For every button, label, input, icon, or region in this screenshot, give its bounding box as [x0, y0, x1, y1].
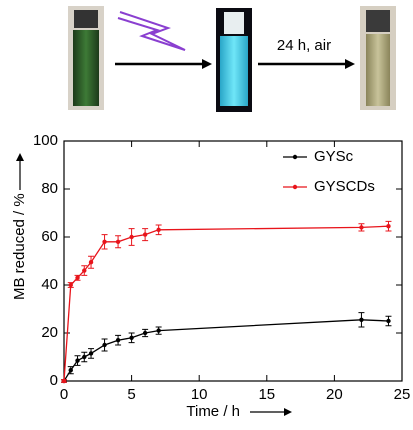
- y-tick-label: 60: [41, 228, 58, 245]
- plot-frame: [63, 140, 403, 382]
- axis-arrow-head: [16, 153, 24, 161]
- data-point: [115, 239, 121, 244]
- data-point: [68, 368, 73, 373]
- data-point: [386, 224, 391, 229]
- vial-blue: [220, 36, 248, 106]
- step-label: 24 h, air: [277, 37, 331, 54]
- scheme: 24 h, air: [68, 6, 396, 112]
- axis-arrow-head: [284, 408, 292, 416]
- y-tick-label: 100: [33, 132, 58, 149]
- data-point: [115, 338, 121, 343]
- light-bolt: [117, 11, 186, 51]
- y-tick-label: 40: [41, 276, 58, 293]
- data-point: [75, 358, 80, 363]
- legend-label: GYSCDs: [314, 178, 375, 195]
- data-point: [142, 232, 148, 237]
- vial-green: [73, 30, 99, 106]
- data-point: [102, 239, 107, 244]
- x-tick-label: 5: [127, 386, 135, 403]
- vial-yellow: [366, 34, 390, 106]
- vial-cap: [74, 10, 98, 28]
- y-tick-label: 80: [41, 180, 58, 197]
- data-point: [102, 342, 107, 348]
- data-point: [88, 351, 94, 356]
- x-tick-label: 10: [191, 386, 208, 403]
- data-point: [88, 260, 94, 265]
- arrow-head: [202, 59, 212, 69]
- data-point: [359, 225, 364, 230]
- legend-marker: [292, 184, 298, 190]
- series-line: [63, 225, 389, 382]
- y-axis-title: MB reduced / %: [11, 193, 28, 300]
- data-point: [156, 227, 161, 232]
- data-point: [142, 330, 148, 336]
- x-tick-label: 15: [258, 386, 275, 403]
- arrow-head: [345, 59, 355, 69]
- data-point: [75, 275, 80, 280]
- data-point: [82, 354, 87, 360]
- data-point: [359, 317, 364, 322]
- y-tick-label: 0: [50, 372, 58, 389]
- data-point: [68, 282, 73, 288]
- x-tick-label: 25: [394, 386, 411, 403]
- data-point: [129, 234, 134, 240]
- data-point: [156, 328, 161, 333]
- x-tick-label: 20: [326, 386, 343, 403]
- x-tick-label: 0: [60, 386, 68, 403]
- vial-cap: [366, 10, 390, 32]
- series-line: [63, 319, 389, 382]
- legend-label: GYSc: [314, 148, 354, 165]
- y-tick-label: 20: [41, 324, 58, 341]
- data-point: [129, 335, 134, 340]
- data-point: [61, 378, 67, 384]
- data-point: [82, 268, 87, 273]
- data-point: [386, 318, 391, 324]
- x-axis-title: Time / h: [186, 403, 240, 420]
- vial-cap: [224, 12, 244, 34]
- legend-marker: [292, 154, 298, 160]
